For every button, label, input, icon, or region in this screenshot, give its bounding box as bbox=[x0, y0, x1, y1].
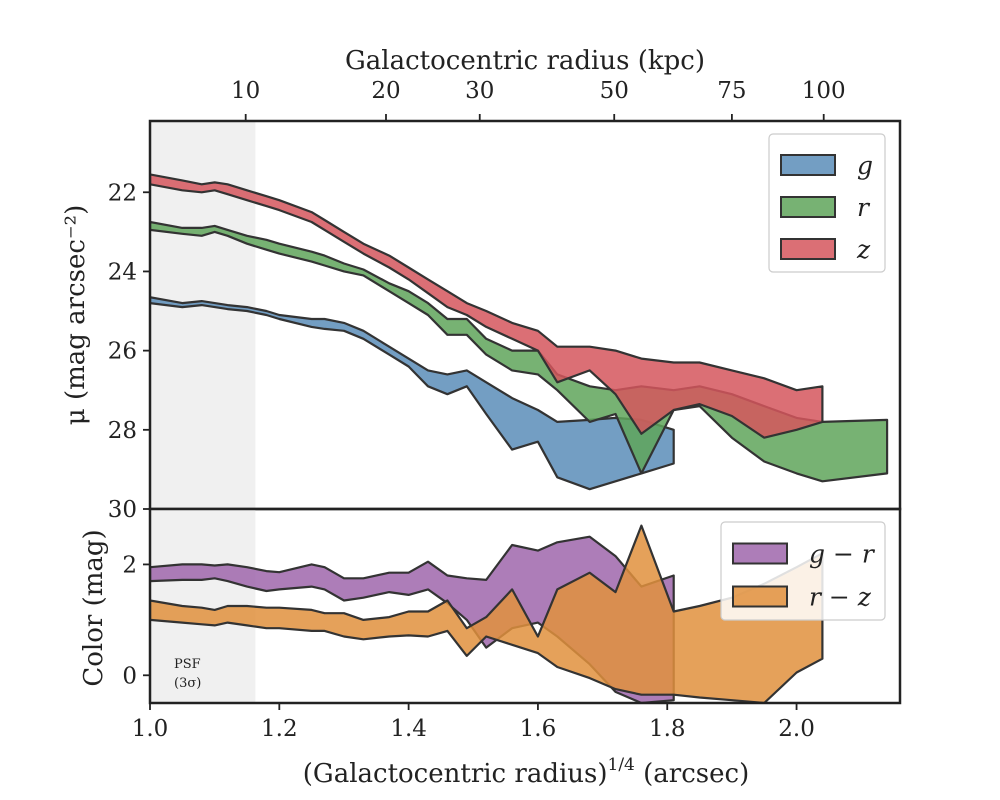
x-tick-label-2.0: 2.0 bbox=[778, 716, 815, 742]
bottom-panel-frame bbox=[148, 507, 902, 705]
psf-sigma-label: (3σ) bbox=[174, 676, 201, 691]
x-tick-label-1.6: 1.6 bbox=[520, 716, 557, 742]
bottom-legend: g − r r − z bbox=[720, 521, 886, 621]
top-tick-label-20: 20 bbox=[371, 78, 400, 104]
surface-brightness-series bbox=[150, 173, 889, 491]
legend-swatch-gr bbox=[732, 542, 788, 565]
x-tick-label-1.2: 1.2 bbox=[261, 716, 298, 742]
top-legend: grz bbox=[768, 133, 886, 273]
legend-swatch-r bbox=[780, 196, 836, 218]
x-tick-label-1.4: 1.4 bbox=[390, 716, 427, 742]
x-axis-label: (Galactocentric radius)1/4 (arcsec) bbox=[303, 755, 749, 789]
legend-label-gr: g − r bbox=[809, 540, 876, 569]
top-tick-label-10: 10 bbox=[231, 78, 260, 104]
y-axis-label-magnitude: μ (mag arcsec⁻²) bbox=[61, 205, 91, 425]
legend-label-rz: r − z bbox=[809, 583, 872, 612]
x-tick-label-1.0: 1.0 bbox=[132, 716, 169, 742]
legend-swatch-z bbox=[780, 238, 836, 260]
top-axis-ticks-kpc: 10 20 30 50 75 100 bbox=[231, 78, 846, 121]
top-tick-label-75: 75 bbox=[717, 78, 746, 104]
y-tick-label-26: 26 bbox=[108, 339, 137, 365]
y-axis-label-color: Color (mag) bbox=[79, 529, 109, 686]
series-band-r bbox=[150, 220, 889, 483]
psf-label: PSF bbox=[174, 657, 201, 672]
color-panel: 02 1.0 1.2 1.4 1.6 1.8 2.0 g − rr − z bbox=[122, 507, 902, 742]
y-axis-ticks-magnitude: 22 24 26 28 30 bbox=[108, 180, 150, 523]
x-axis-label-unit: (arcsec) bbox=[635, 759, 749, 789]
surface-brightness-panel: 22 24 26 28 30 10 20 30 50 75 100 grz bbox=[108, 78, 902, 523]
legend-label-g: g bbox=[857, 151, 873, 180]
color-y-tick-label-0: 0 bbox=[122, 663, 137, 689]
top-tick-label-30: 30 bbox=[465, 78, 494, 104]
x-axis-label-exponent: 1/4 bbox=[608, 755, 635, 775]
series-band-rz bbox=[150, 524, 824, 703]
y-tick-label-24: 24 bbox=[108, 259, 137, 285]
top-axis-label: Galactocentric radius (kpc) bbox=[345, 46, 705, 76]
legend-label-r: r bbox=[857, 193, 871, 222]
color-y-tick-label-2: 2 bbox=[122, 552, 137, 578]
legend-label-z: z bbox=[856, 235, 871, 264]
y-tick-label-22: 22 bbox=[108, 180, 137, 206]
y-axis-ticks-color: 02 bbox=[122, 552, 150, 689]
x-axis-label-main: (Galactocentric radius) bbox=[303, 759, 608, 789]
series-band-z bbox=[150, 173, 824, 439]
y-tick-label-30: 30 bbox=[108, 497, 137, 523]
top-tick-label-100: 100 bbox=[802, 78, 846, 104]
color-series bbox=[150, 524, 824, 703]
legend-swatch-rz bbox=[732, 585, 788, 608]
y-tick-label-28: 28 bbox=[108, 418, 137, 444]
series-band-gr bbox=[150, 535, 675, 703]
x-axis-ticks: 1.0 1.2 1.4 1.6 1.8 2.0 bbox=[132, 703, 815, 742]
top-tick-label-50: 50 bbox=[600, 78, 629, 104]
x-tick-label-1.8: 1.8 bbox=[649, 716, 686, 742]
series-band-g bbox=[150, 296, 675, 491]
legend-swatch-g bbox=[780, 154, 836, 176]
